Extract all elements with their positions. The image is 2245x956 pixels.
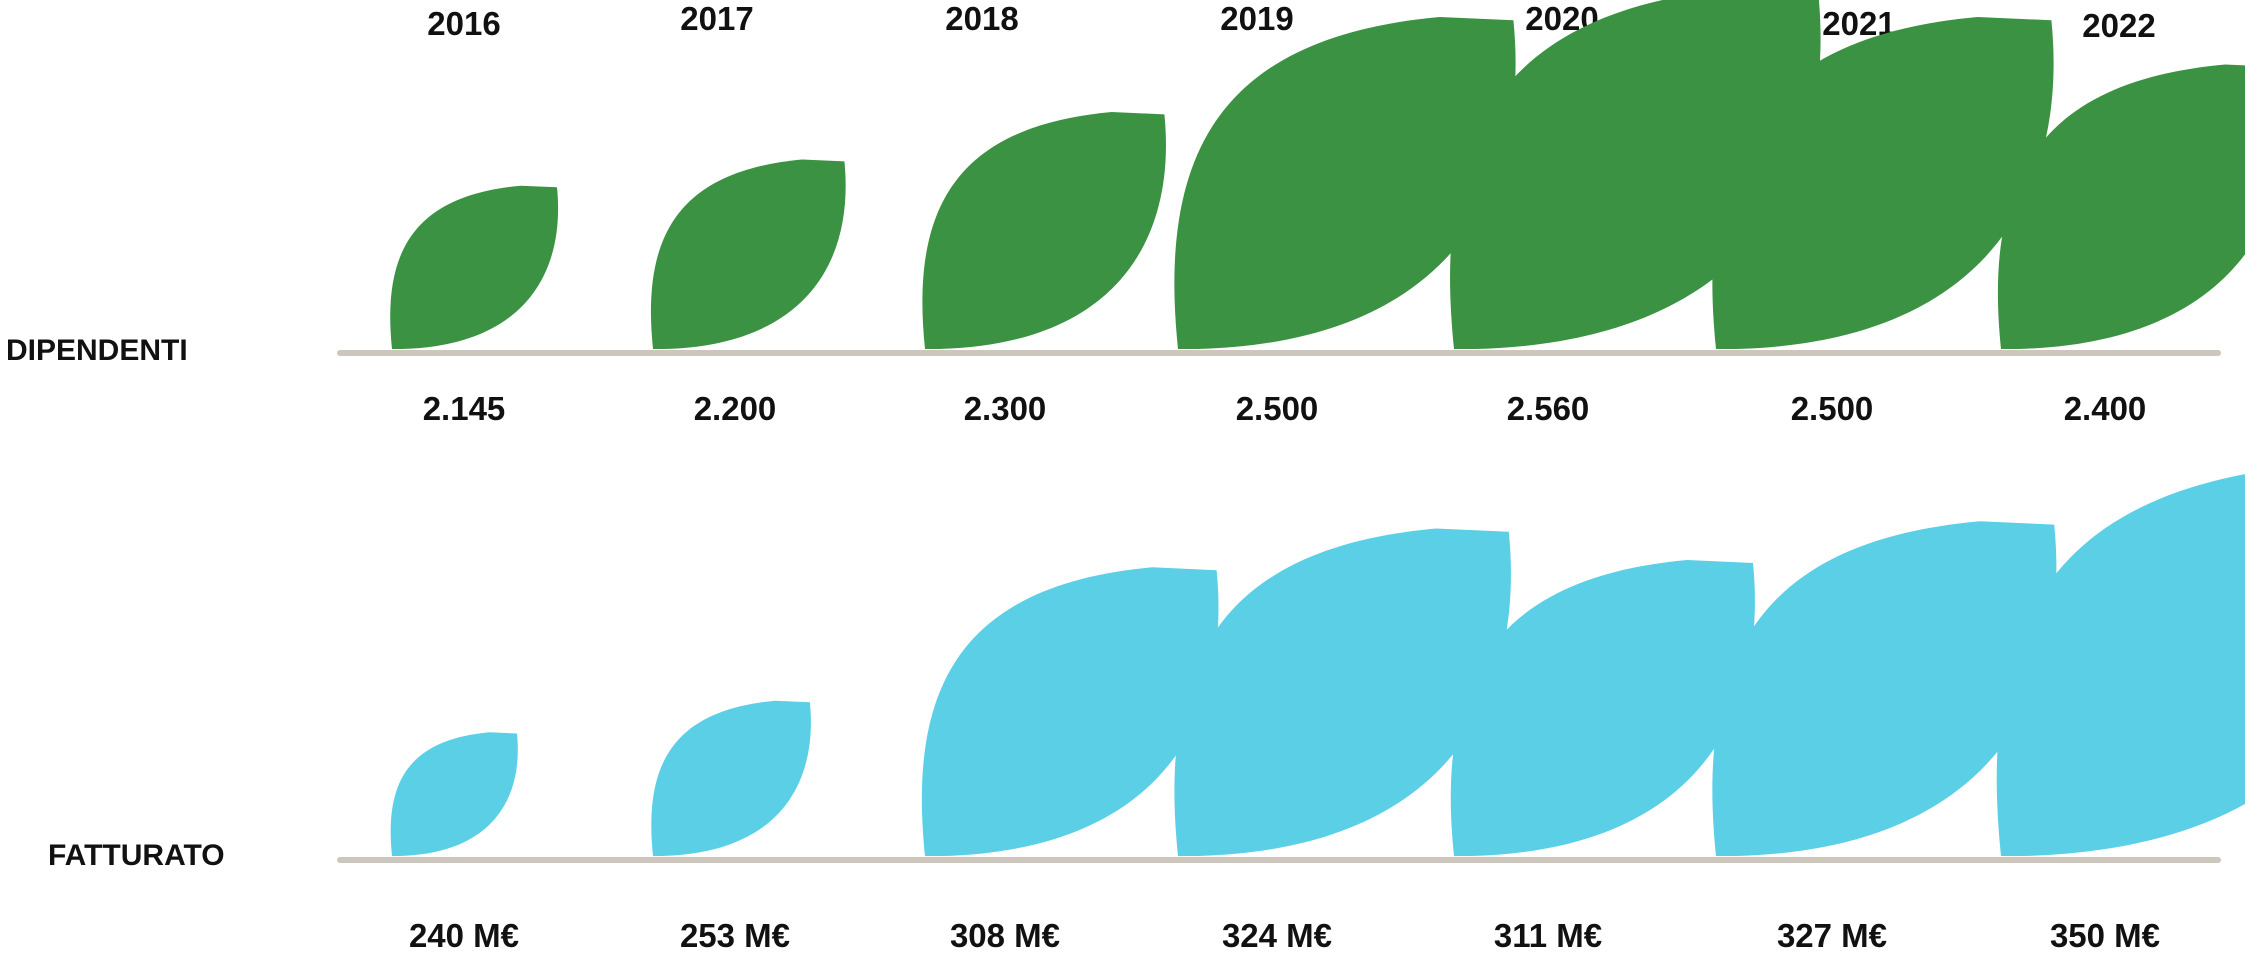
value-label: 240 M€ bbox=[409, 917, 519, 954]
year-label: 2018 bbox=[945, 0, 1018, 37]
leaf-mark bbox=[1174, 17, 1516, 349]
value-label: 2.500 bbox=[1791, 390, 1874, 427]
leaf-mark bbox=[651, 700, 811, 856]
value-label: 308 M€ bbox=[950, 917, 1060, 954]
year-label: 2022 bbox=[2082, 7, 2155, 44]
year-label: 2016 bbox=[427, 5, 500, 42]
row-label: FATTURATO bbox=[48, 839, 225, 872]
leaf-mark bbox=[390, 185, 559, 349]
row-fatturato: FATTURATO 240 M€ 253 M€ 308 M€ 324 M€ 311 M€ 3… bbox=[48, 474, 2245, 954]
value-label: 311 M€ bbox=[1494, 917, 1602, 954]
value-label: 2.200 bbox=[694, 390, 777, 427]
leaf-mark bbox=[1712, 521, 2057, 856]
value-label: 253 M€ bbox=[680, 917, 790, 954]
leaf-mark bbox=[1996, 474, 2245, 856]
row-label: DIPENDENTI bbox=[6, 334, 188, 367]
value-label: 324 M€ bbox=[1222, 917, 1332, 954]
row-dipendenti: DIPENDENTI 2.145 2.200 2.300 2.500 2.560 2.500… bbox=[6, 0, 2245, 427]
value-label: 2.145 bbox=[423, 390, 506, 427]
leaf-mark bbox=[1712, 17, 2054, 349]
leaf-mark bbox=[1450, 560, 1755, 856]
value-label: 2.300 bbox=[964, 390, 1047, 427]
leaf-mark bbox=[650, 159, 846, 349]
year-label: 2017 bbox=[680, 0, 753, 37]
year-labels: 2016 2017 2018 2019 2020 2021 2022 bbox=[427, 0, 2155, 44]
leaf-mark bbox=[922, 112, 1166, 349]
leaf-mark bbox=[390, 732, 518, 856]
leaf-mark bbox=[1174, 528, 1511, 856]
value-label: 2.500 bbox=[1236, 390, 1319, 427]
year-label: 2019 bbox=[1220, 0, 1293, 37]
value-label: 2.400 bbox=[2064, 390, 2147, 427]
value-label: 327 M€ bbox=[1777, 917, 1887, 954]
value-label: 350 M€ bbox=[2050, 917, 2160, 954]
leaf-mark bbox=[921, 567, 1219, 856]
leaf-mark bbox=[1997, 64, 2245, 349]
value-label: 2.560 bbox=[1507, 390, 1590, 427]
